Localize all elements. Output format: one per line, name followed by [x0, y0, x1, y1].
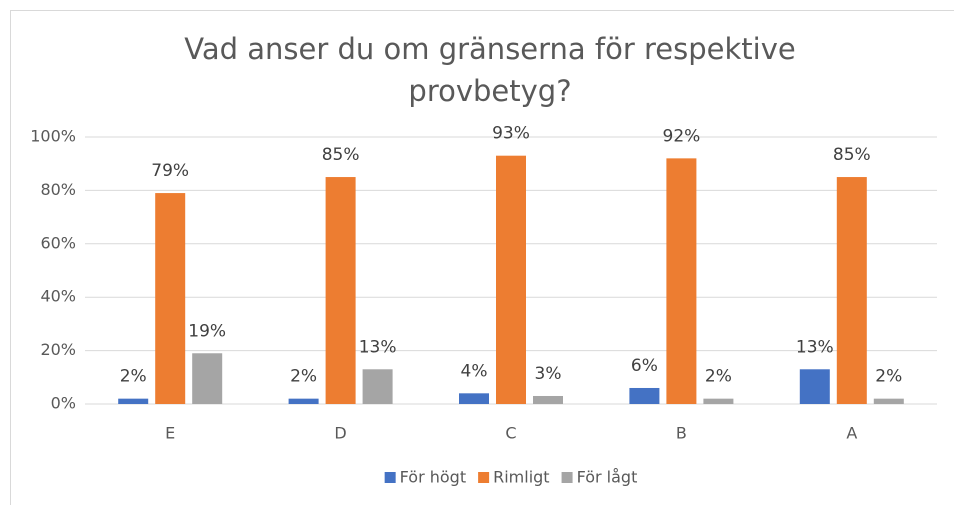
- bar: [873, 398, 904, 404]
- x-tick-label: D: [334, 424, 346, 443]
- bar: [288, 398, 319, 404]
- data-label: 6%: [631, 356, 658, 376]
- x-tick-label: C: [505, 424, 516, 443]
- data-label: 85%: [322, 145, 360, 165]
- data-label: 2%: [875, 367, 902, 387]
- legend-swatch: [384, 472, 396, 483]
- y-tick-label: 100%: [30, 127, 76, 146]
- bar: [496, 155, 526, 404]
- data-label: 3%: [535, 364, 562, 384]
- data-label: 13%: [359, 337, 397, 357]
- data-label: 13%: [796, 337, 834, 357]
- data-label: 85%: [833, 145, 871, 165]
- data-label: 2%: [120, 367, 147, 387]
- data-label: 92%: [663, 126, 701, 146]
- data-label: 2%: [290, 367, 317, 387]
- bar: [155, 193, 186, 404]
- legend-swatch: [561, 472, 573, 483]
- bar: [629, 387, 660, 404]
- x-tick-label: A: [846, 424, 857, 443]
- data-label: 4%: [461, 361, 488, 381]
- bar: [799, 369, 830, 404]
- bar: [362, 369, 393, 404]
- bar: [836, 177, 867, 404]
- legend-label: För högt: [400, 468, 466, 487]
- legend-swatch: [478, 472, 490, 483]
- bar: [325, 177, 356, 404]
- bar: [192, 353, 223, 404]
- legend-label: Rimligt: [493, 468, 549, 487]
- y-tick-label: 20%: [40, 340, 76, 359]
- x-tick-label: B: [676, 424, 687, 443]
- y-tick-label: 0%: [51, 394, 76, 413]
- bar: [533, 395, 563, 404]
- bar: [666, 158, 697, 404]
- legend-label: För lågt: [577, 468, 638, 487]
- bar: [118, 398, 149, 404]
- chart-title: Vad anser du om gränserna för respektive…: [184, 32, 796, 108]
- bar: [703, 398, 734, 404]
- data-label: 2%: [705, 367, 732, 387]
- bar: [459, 393, 489, 404]
- data-label: 79%: [151, 161, 189, 181]
- chart-frame: [10, 10, 954, 505]
- y-tick-label: 60%: [40, 233, 76, 252]
- data-label: 19%: [188, 321, 226, 341]
- data-label: 93%: [492, 124, 530, 144]
- y-tick-label: 80%: [40, 180, 76, 199]
- x-tick-label: E: [165, 424, 175, 443]
- y-tick-label: 40%: [40, 287, 76, 306]
